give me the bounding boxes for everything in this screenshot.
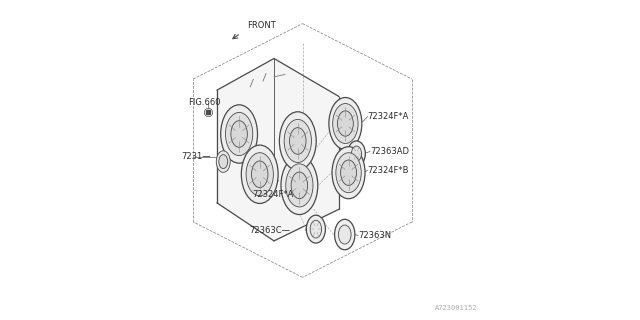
Ellipse shape <box>216 151 230 172</box>
Text: 72324F*A: 72324F*A <box>367 112 409 121</box>
Ellipse shape <box>225 112 253 156</box>
Ellipse shape <box>333 104 358 143</box>
Text: 72363AD: 72363AD <box>370 147 409 156</box>
Ellipse shape <box>310 220 321 238</box>
Ellipse shape <box>281 156 318 215</box>
Text: FRONT: FRONT <box>247 21 276 30</box>
Ellipse shape <box>252 161 268 188</box>
Ellipse shape <box>307 215 325 243</box>
Ellipse shape <box>285 164 313 207</box>
Text: 72363C—: 72363C— <box>249 226 290 235</box>
Ellipse shape <box>241 145 278 204</box>
Text: 72324F*A: 72324F*A <box>252 190 293 199</box>
Ellipse shape <box>329 98 362 149</box>
Ellipse shape <box>219 155 228 169</box>
Ellipse shape <box>335 219 355 250</box>
Ellipse shape <box>340 160 356 185</box>
Ellipse shape <box>221 105 257 163</box>
Ellipse shape <box>332 147 365 199</box>
Ellipse shape <box>351 146 362 161</box>
Text: 72324F*B: 72324F*B <box>367 166 409 175</box>
Ellipse shape <box>337 111 353 136</box>
Polygon shape <box>217 59 339 241</box>
Text: 72363N: 72363N <box>358 231 391 240</box>
Ellipse shape <box>348 141 365 166</box>
Ellipse shape <box>289 128 306 154</box>
Ellipse shape <box>336 153 361 193</box>
Ellipse shape <box>280 112 316 170</box>
Ellipse shape <box>284 119 312 163</box>
Ellipse shape <box>339 225 351 244</box>
Text: 7231—: 7231— <box>181 152 211 161</box>
Ellipse shape <box>291 172 308 199</box>
Text: A723001152: A723001152 <box>435 305 477 311</box>
Ellipse shape <box>231 121 247 147</box>
Text: FIG.660: FIG.660 <box>188 99 221 108</box>
Ellipse shape <box>246 153 273 196</box>
